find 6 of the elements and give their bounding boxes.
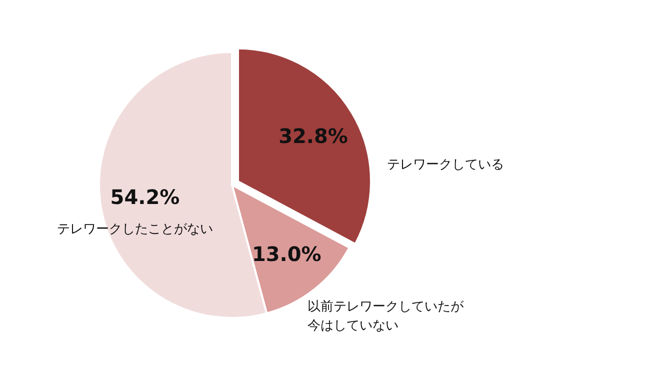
- data-label: 32.8%: [278, 124, 348, 148]
- slice-label: テレワークしたことがない: [56, 220, 213, 238]
- slice-label: 以前テレワークしていたが今はしていない: [307, 298, 464, 336]
- data-label: 54.2%: [110, 184, 180, 209]
- slice-label: テレワークしている: [387, 156, 504, 174]
- data-label: 13.0%: [252, 242, 322, 266]
